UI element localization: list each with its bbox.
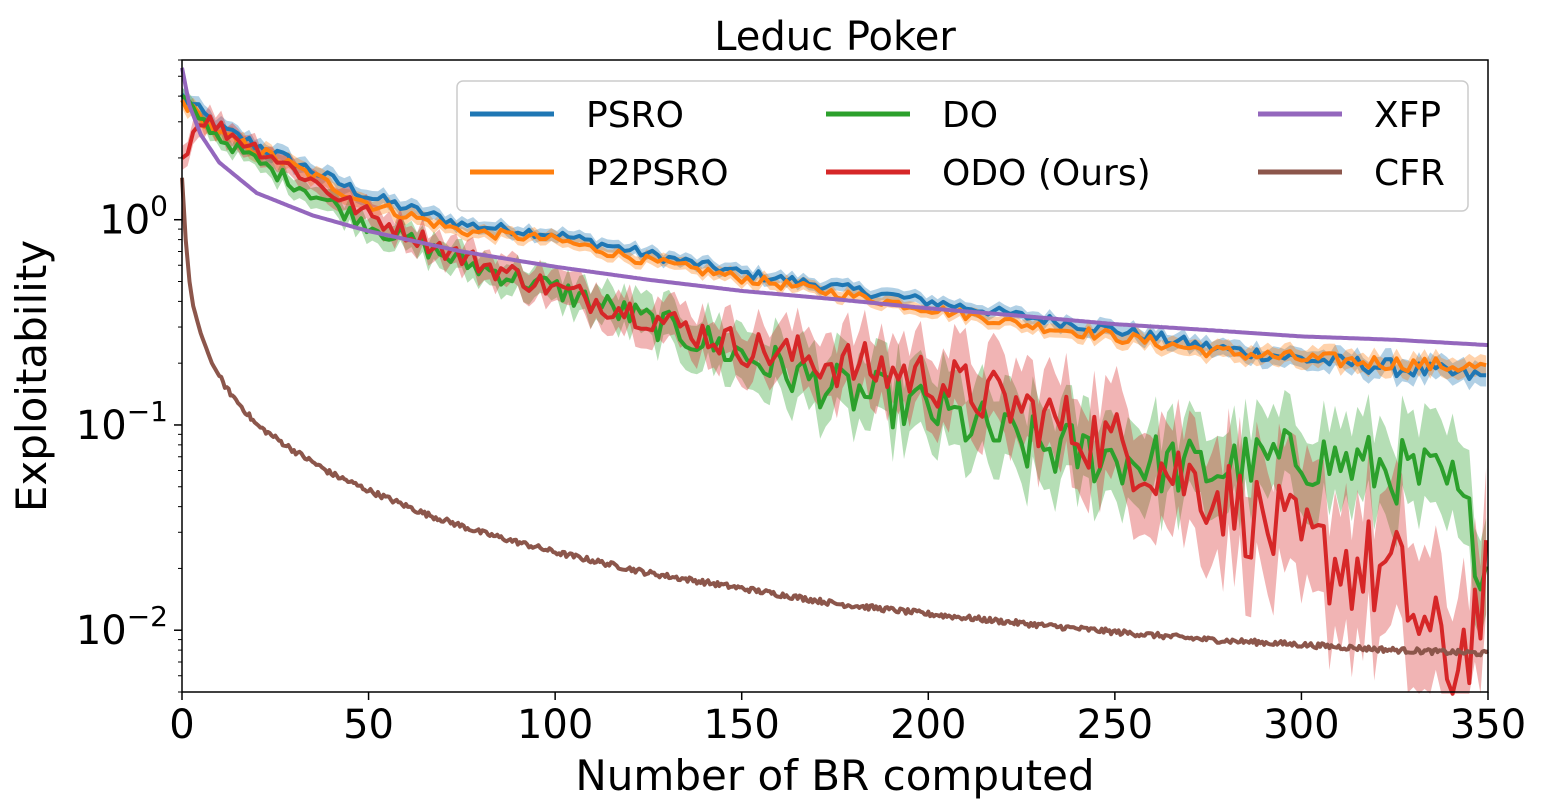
legend-label-p2psro: P2PSRO [586, 153, 729, 194]
legend-label-do: DO [942, 95, 998, 136]
x-axis-title: Number of BR computed [575, 751, 1094, 800]
x-tick-label: 300 [1263, 702, 1339, 748]
y-tick-label: 10−2 [76, 600, 168, 654]
x-tick-label: 50 [343, 702, 394, 748]
x-tick-label: 0 [169, 702, 194, 748]
legend-label-xfp: XFP [1374, 95, 1441, 136]
legend-label-odo-ours: ODO (Ours) [942, 153, 1151, 194]
line-p2psro [180, 99, 1487, 374]
legend-box [456, 80, 1469, 212]
x-tick-label: 200 [890, 702, 966, 748]
y-tick-label: 100 [99, 190, 168, 244]
line-xfp [180, 67, 1489, 348]
band-do [182, 87, 1487, 638]
y-tick-label: 10−1 [76, 395, 168, 449]
plot-frame [181, 59, 1489, 693]
line-cfr [180, 177, 1489, 658]
y-axis-title: Exploitability [7, 240, 56, 512]
series-lines [180, 67, 1489, 696]
legend: PSRO P2PSRO DO ODO (Ours) XFP CFR [456, 80, 1469, 212]
x-tick-label: 100 [517, 702, 593, 748]
x-tick-label: 150 [704, 702, 780, 748]
chart-title: Leduc Poker [714, 14, 956, 60]
line-odo-ours [180, 114, 1489, 696]
line-psro [180, 93, 1487, 381]
x-tick-label: 250 [1077, 702, 1153, 748]
y-axis: 100 10−1 10−2 [76, 59, 182, 693]
x-tick-label: 350 [1450, 702, 1526, 748]
legend-label-psro: PSRO [586, 95, 684, 136]
band-odo-ours [182, 104, 1487, 694]
x-axis: 0 50 100 150 200 250 300 350 [169, 692, 1526, 748]
legend-label-cfr: CFR [1374, 153, 1445, 194]
